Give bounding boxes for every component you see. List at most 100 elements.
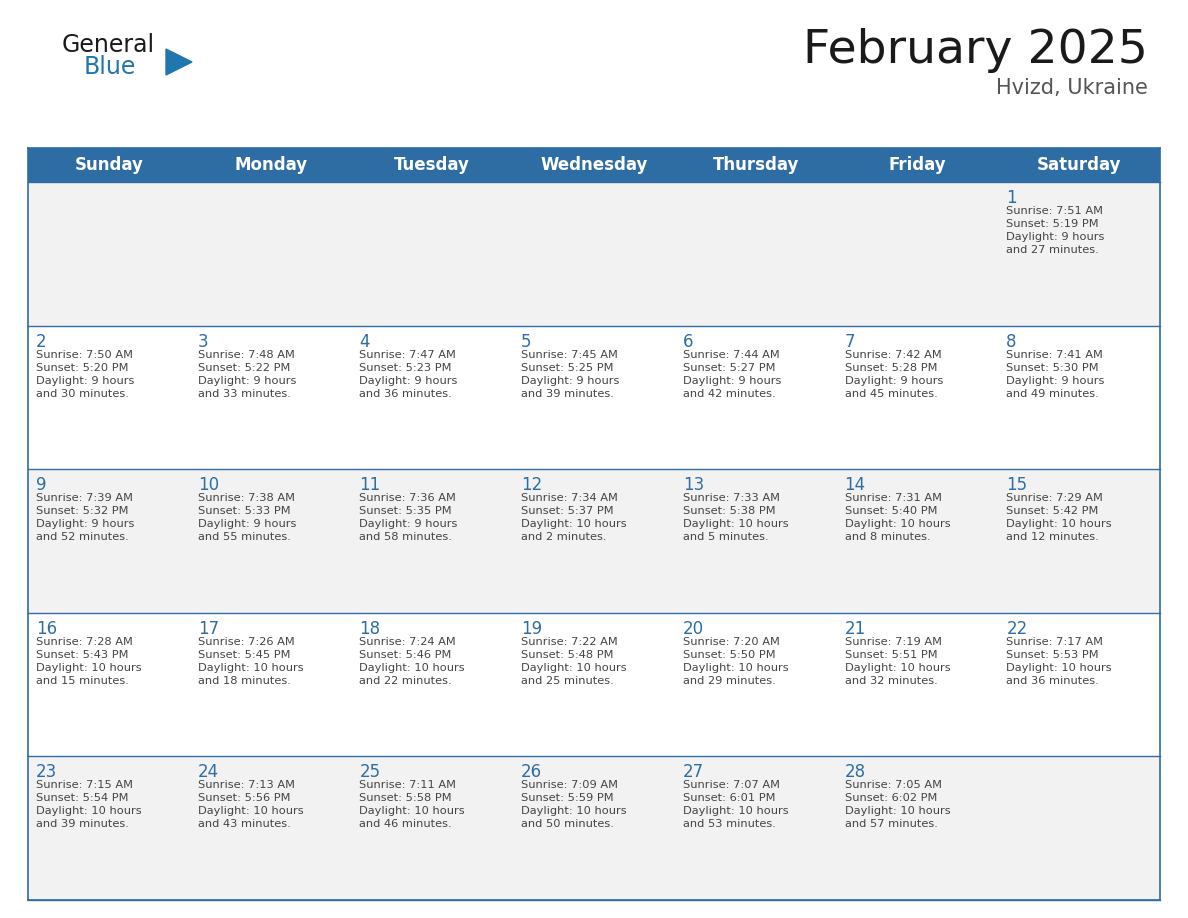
Text: and 29 minutes.: and 29 minutes. (683, 676, 776, 686)
Text: 9: 9 (36, 476, 46, 494)
Text: and 43 minutes.: and 43 minutes. (197, 820, 290, 829)
Text: and 8 minutes.: and 8 minutes. (845, 532, 930, 543)
Text: Sunrise: 7:36 AM: Sunrise: 7:36 AM (360, 493, 456, 503)
Text: and 15 minutes.: and 15 minutes. (36, 676, 128, 686)
Text: 27: 27 (683, 764, 704, 781)
Text: Sunrise: 7:38 AM: Sunrise: 7:38 AM (197, 493, 295, 503)
Text: Sunrise: 7:31 AM: Sunrise: 7:31 AM (845, 493, 942, 503)
Text: and 57 minutes.: and 57 minutes. (845, 820, 937, 829)
Text: and 5 minutes.: and 5 minutes. (683, 532, 769, 543)
Text: 7: 7 (845, 332, 855, 351)
Text: 12: 12 (522, 476, 543, 494)
Text: 4: 4 (360, 332, 369, 351)
Text: and 45 minutes.: and 45 minutes. (845, 388, 937, 398)
Text: and 12 minutes.: and 12 minutes. (1006, 532, 1099, 543)
Text: 20: 20 (683, 620, 704, 638)
Text: and 22 minutes.: and 22 minutes. (360, 676, 453, 686)
Bar (29, 613, 1159, 756)
Text: and 53 minutes.: and 53 minutes. (683, 820, 776, 829)
Text: Daylight: 10 hours: Daylight: 10 hours (1006, 520, 1112, 529)
Text: Sunrise: 7:34 AM: Sunrise: 7:34 AM (522, 493, 618, 503)
Text: and 36 minutes.: and 36 minutes. (360, 388, 453, 398)
Text: Daylight: 9 hours: Daylight: 9 hours (36, 375, 134, 386)
Text: and 39 minutes.: and 39 minutes. (522, 388, 614, 398)
Text: Sunrise: 7:07 AM: Sunrise: 7:07 AM (683, 780, 779, 790)
Text: 3: 3 (197, 332, 208, 351)
Text: and 39 minutes.: and 39 minutes. (36, 820, 128, 829)
Text: 16: 16 (36, 620, 57, 638)
Text: 18: 18 (360, 620, 380, 638)
Text: Sunrise: 7:41 AM: Sunrise: 7:41 AM (1006, 350, 1104, 360)
Text: Sunset: 6:02 PM: Sunset: 6:02 PM (845, 793, 937, 803)
Text: Sunset: 5:33 PM: Sunset: 5:33 PM (197, 506, 290, 516)
Text: Sunrise: 7:17 AM: Sunrise: 7:17 AM (1006, 637, 1104, 647)
Text: Sunrise: 7:05 AM: Sunrise: 7:05 AM (845, 780, 942, 790)
Text: Sunrise: 7:44 AM: Sunrise: 7:44 AM (683, 350, 779, 360)
Text: 6: 6 (683, 332, 694, 351)
Text: Sunset: 5:22 PM: Sunset: 5:22 PM (197, 363, 290, 373)
Text: Thursday: Thursday (713, 156, 798, 174)
Text: Sunset: 5:37 PM: Sunset: 5:37 PM (522, 506, 614, 516)
Text: Daylight: 9 hours: Daylight: 9 hours (845, 375, 943, 386)
Text: Daylight: 9 hours: Daylight: 9 hours (1006, 232, 1105, 242)
Text: 14: 14 (845, 476, 866, 494)
Text: 8: 8 (1006, 332, 1017, 351)
Text: Sunrise: 7:39 AM: Sunrise: 7:39 AM (36, 493, 133, 503)
Text: Sunset: 5:30 PM: Sunset: 5:30 PM (1006, 363, 1099, 373)
Text: Sunday: Sunday (75, 156, 144, 174)
Text: and 58 minutes.: and 58 minutes. (360, 532, 453, 543)
Text: Sunrise: 7:20 AM: Sunrise: 7:20 AM (683, 637, 779, 647)
Text: Daylight: 10 hours: Daylight: 10 hours (845, 520, 950, 529)
Polygon shape (166, 49, 192, 75)
Text: Sunrise: 7:33 AM: Sunrise: 7:33 AM (683, 493, 779, 503)
Text: Daylight: 10 hours: Daylight: 10 hours (36, 806, 141, 816)
Text: and 18 minutes.: and 18 minutes. (197, 676, 291, 686)
Text: Sunset: 5:45 PM: Sunset: 5:45 PM (197, 650, 290, 660)
Text: Daylight: 10 hours: Daylight: 10 hours (1006, 663, 1112, 673)
Text: Sunset: 5:54 PM: Sunset: 5:54 PM (36, 793, 128, 803)
Text: 13: 13 (683, 476, 704, 494)
Text: Daylight: 10 hours: Daylight: 10 hours (683, 806, 789, 816)
Text: Daylight: 10 hours: Daylight: 10 hours (36, 663, 141, 673)
Text: Daylight: 9 hours: Daylight: 9 hours (36, 520, 134, 529)
Bar (29, 326, 1159, 469)
Text: Daylight: 9 hours: Daylight: 9 hours (1006, 375, 1105, 386)
Text: Sunrise: 7:29 AM: Sunrise: 7:29 AM (1006, 493, 1104, 503)
Text: Sunrise: 7:15 AM: Sunrise: 7:15 AM (36, 780, 133, 790)
Text: Sunset: 5:19 PM: Sunset: 5:19 PM (1006, 219, 1099, 229)
Text: Sunrise: 7:47 AM: Sunrise: 7:47 AM (360, 350, 456, 360)
Text: Sunset: 5:32 PM: Sunset: 5:32 PM (36, 506, 128, 516)
Text: Daylight: 9 hours: Daylight: 9 hours (197, 375, 296, 386)
Text: Daylight: 9 hours: Daylight: 9 hours (522, 375, 619, 386)
Text: Wednesday: Wednesday (541, 156, 647, 174)
Text: Blue: Blue (84, 55, 137, 79)
Text: Sunrise: 7:42 AM: Sunrise: 7:42 AM (845, 350, 941, 360)
Text: Sunset: 5:40 PM: Sunset: 5:40 PM (845, 506, 937, 516)
Text: 24: 24 (197, 764, 219, 781)
Text: Hvizd, Ukraine: Hvizd, Ukraine (996, 78, 1148, 98)
Bar (29, 148, 1159, 182)
Text: Sunset: 5:46 PM: Sunset: 5:46 PM (360, 650, 451, 660)
Text: Sunrise: 7:28 AM: Sunrise: 7:28 AM (36, 637, 133, 647)
Text: Daylight: 10 hours: Daylight: 10 hours (522, 663, 627, 673)
Text: Sunset: 5:28 PM: Sunset: 5:28 PM (845, 363, 937, 373)
Text: and 42 minutes.: and 42 minutes. (683, 388, 776, 398)
Text: 23: 23 (36, 764, 57, 781)
Text: Sunset: 5:35 PM: Sunset: 5:35 PM (360, 506, 453, 516)
Text: Daylight: 10 hours: Daylight: 10 hours (360, 806, 465, 816)
Text: Sunset: 5:50 PM: Sunset: 5:50 PM (683, 650, 776, 660)
Text: Daylight: 10 hours: Daylight: 10 hours (197, 663, 303, 673)
Text: Daylight: 9 hours: Daylight: 9 hours (197, 520, 296, 529)
Text: and 25 minutes.: and 25 minutes. (522, 676, 614, 686)
Text: and 30 minutes.: and 30 minutes. (36, 388, 128, 398)
Text: and 49 minutes.: and 49 minutes. (1006, 388, 1099, 398)
Text: Daylight: 10 hours: Daylight: 10 hours (845, 663, 950, 673)
Text: 21: 21 (845, 620, 866, 638)
Text: 5: 5 (522, 332, 532, 351)
Bar (29, 756, 1159, 900)
Text: Daylight: 10 hours: Daylight: 10 hours (522, 806, 627, 816)
Text: Daylight: 9 hours: Daylight: 9 hours (360, 520, 457, 529)
Text: Sunrise: 7:51 AM: Sunrise: 7:51 AM (1006, 206, 1104, 216)
Text: Daylight: 9 hours: Daylight: 9 hours (360, 375, 457, 386)
Text: Sunset: 5:56 PM: Sunset: 5:56 PM (197, 793, 290, 803)
